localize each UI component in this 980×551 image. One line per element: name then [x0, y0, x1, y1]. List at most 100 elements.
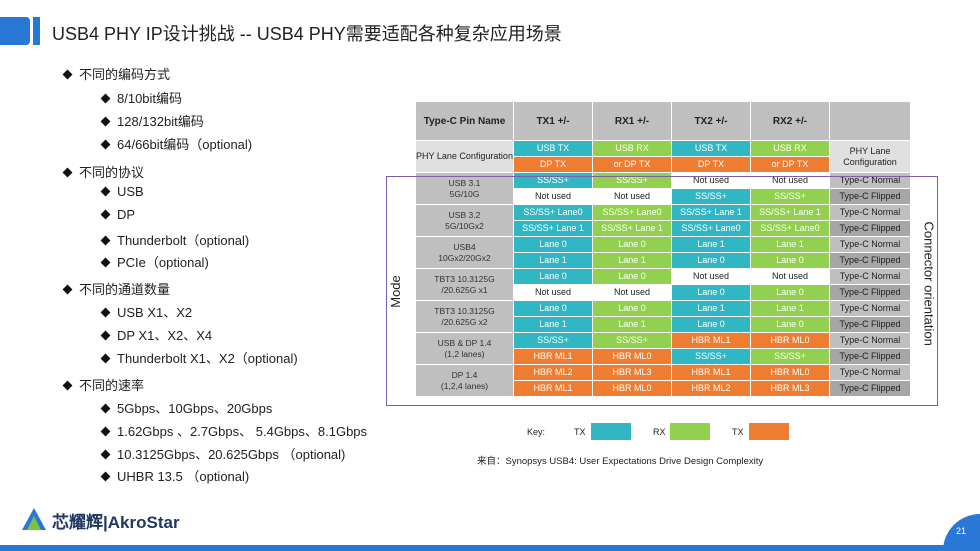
- diamond-bullet-icon: [100, 307, 111, 318]
- bullet-item: Thunderbolt X1、X2（optional): [100, 348, 298, 367]
- diamond-bullet-icon: [62, 69, 73, 80]
- header-cell: TX1 +/-: [513, 101, 593, 141]
- bullet-text: 5Gbps、10Gbps、20Gbps: [117, 401, 273, 416]
- orientation-cell: Type-C Flipped: [829, 348, 911, 365]
- diamond-bullet-icon: [100, 426, 111, 437]
- table-cell: Lane 0: [671, 252, 751, 269]
- orientation-cell: Type-C Flipped: [829, 284, 911, 301]
- bullet-item: 5Gbps、10Gbps、20Gbps: [100, 398, 273, 417]
- header-cell: Type-C Pin Name: [415, 101, 514, 141]
- mode-label-cell: USB 3.1 5G/10G: [415, 172, 514, 205]
- diamond-bullet-icon: [100, 235, 111, 246]
- bullet-heading: 不同的协议: [62, 162, 144, 181]
- table-row: SS/SS+ Lane 1 SS/SS+ Lane 1 SS/SS+ Lane0 SS…: [416, 220, 911, 237]
- logo-mark-icon: [22, 508, 46, 530]
- table-cell: SS/SS+: [750, 188, 830, 205]
- config-cell: DP TX: [671, 156, 751, 173]
- bullet-text: UHBR 13.5 （optional): [117, 469, 250, 484]
- mode-label-cell: TBT3 10.3125G/20.625G x1: [415, 268, 514, 301]
- table-cell: Lane 0: [513, 236, 593, 253]
- diamond-bullet-icon: [62, 284, 73, 295]
- table-cell: Lane 0: [592, 268, 672, 285]
- table-cell: SS/SS+ Lane0: [671, 220, 751, 237]
- mode-outline: [386, 176, 938, 406]
- config-cell: USB RX: [750, 140, 830, 157]
- orientation-cell: Type-C Flipped: [829, 188, 911, 205]
- bullet-item: PCIe（optional): [100, 252, 209, 271]
- table-cell: SS/SS+ Lane 1: [671, 204, 751, 221]
- orientation-cell: Type-C Flipped: [829, 220, 911, 237]
- source-citation: 来自：Synopsys USB4: User Expectations Driv…: [477, 456, 764, 467]
- bullet-text: 不同的速率: [79, 378, 145, 393]
- bullet-text: USB: [117, 184, 144, 199]
- diamond-bullet-icon: [100, 471, 111, 482]
- page-title: USB4 PHY IP设计挑战 -- USB4 PHY需要适配各种复杂应用场景: [52, 24, 562, 44]
- diamond-bullet-icon: [62, 380, 73, 391]
- bullet-text: USB X1、X2: [117, 305, 193, 320]
- orientation-cell: Type-C Normal: [829, 204, 911, 221]
- bullet-text: 8/10bit编码: [117, 91, 183, 106]
- bullet-item: Thunderbolt（optional): [100, 230, 250, 249]
- table-row: HBR ML1 HBR ML0 HBR ML2 HBR ML3 Type-C Flipp…: [416, 380, 911, 397]
- diamond-bullet-icon: [100, 403, 111, 414]
- table-cell: Lane 1: [671, 236, 751, 253]
- bullet-item: 8/10bit编码: [100, 88, 183, 107]
- table-cell: HBR ML2: [671, 380, 751, 397]
- bullet-text: 128/132bit编码: [117, 114, 204, 129]
- bullet-text: 不同的编码方式: [79, 67, 171, 82]
- title-accent-bar: [0, 17, 42, 45]
- table-cell: SS/SS+ Lane0: [750, 220, 830, 237]
- key-tx-label: TX: [574, 427, 586, 437]
- color-key: Key: TX RX TX: [527, 423, 797, 443]
- mode-label-cell: USB 3.2 5G/10Gx2: [415, 204, 514, 237]
- bullet-text: Thunderbolt X1、X2（optional): [117, 351, 298, 366]
- bullet-item: 128/132bit编码: [100, 111, 204, 130]
- bullet-text: Thunderbolt（optional): [117, 233, 250, 248]
- bullet-item: UHBR 13.5 （optional): [100, 466, 250, 485]
- diamond-bullet-icon: [100, 353, 111, 364]
- key-rx-label: RX: [653, 427, 666, 437]
- config-cell: USB RX: [592, 140, 672, 157]
- diamond-bullet-icon: [100, 139, 111, 150]
- bullet-text: 64/66bit编码（optional): [117, 137, 253, 152]
- bullet-heading: 不同的编码方式: [62, 64, 171, 83]
- table-cell: HBR ML1: [513, 348, 593, 365]
- key-tx-swatch: [591, 423, 631, 440]
- diamond-bullet-icon: [100, 257, 111, 268]
- diamond-bullet-icon: [62, 167, 73, 178]
- table-cell: SS/SS+: [671, 348, 751, 365]
- table-cell: HBR ML3: [750, 380, 830, 397]
- orientation-cell: Type-C Normal: [829, 364, 911, 381]
- key-dp-label: TX: [732, 427, 744, 437]
- page-number: 21: [956, 526, 967, 536]
- diamond-bullet-icon: [100, 330, 111, 341]
- mode-axis-label: Mode: [387, 275, 403, 308]
- table-cell: HBR ML1: [513, 380, 593, 397]
- orientation-cell: Type-C Flipped: [829, 252, 911, 269]
- table-cell: Lane 0: [592, 300, 672, 317]
- table-cell: HBR ML0: [592, 380, 672, 397]
- header-cell: RX1 +/-: [592, 101, 672, 141]
- bullet-item: 1.62Gbps 、2.7Gbps、 5.4Gbps、8.1Gbps: [100, 421, 367, 440]
- diamond-bullet-icon: [100, 93, 111, 104]
- bullet-text: PCIe（optional): [117, 255, 209, 270]
- table-cell: SS/SS+: [671, 188, 751, 205]
- header-cell: RX2 +/-: [750, 101, 830, 141]
- bullet-item: 10.3125Gbps、20.625Gbps （optional): [100, 444, 346, 463]
- footer-bar: [0, 545, 980, 551]
- bullet-text: DP: [117, 207, 136, 222]
- table-cell: Not used: [513, 188, 593, 205]
- table-cell: SS/SS+ Lane 1: [592, 220, 672, 237]
- table-cell: Lane 1: [513, 252, 593, 269]
- orientation-cell: Type-C Flipped: [829, 316, 911, 333]
- bullet-text: 10.3125Gbps、20.625Gbps （optional): [117, 447, 346, 462]
- type-c-pin-table: Type-C Pin Name TX1 +/- RX1 +/- TX2 +/- RX2 …: [415, 101, 911, 397]
- table-row: HBR ML1 HBR ML0 SS/SS+ SS/SS+ Type-C Flipped: [416, 348, 911, 365]
- config-row: DP TX or DP TX DP TX or DP TX: [416, 156, 911, 173]
- header-cell: TX2 +/-: [671, 101, 751, 141]
- mode-label-cell: TBT3 10.3125G/20.625G x2: [415, 300, 514, 333]
- diamond-bullet-icon: [100, 209, 111, 220]
- table-cell: Lane 0: [671, 284, 751, 301]
- connector-orientation-label: Connector orientation: [921, 221, 937, 346]
- table-row: USB & DP 1.4 (1,2 lanes) SS/SS+ SS/SS+ HBR M…: [415, 332, 911, 365]
